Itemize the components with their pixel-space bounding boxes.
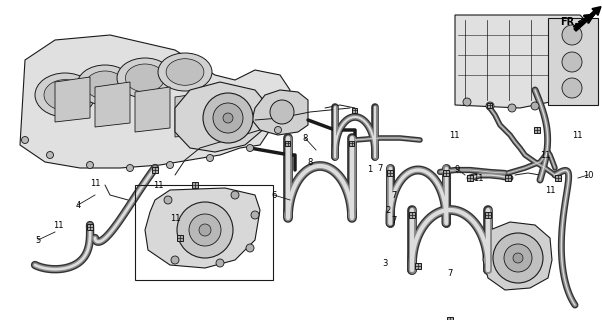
Circle shape	[270, 100, 294, 124]
Circle shape	[22, 137, 28, 143]
Circle shape	[206, 155, 214, 162]
Circle shape	[508, 104, 516, 112]
Text: 8: 8	[302, 133, 308, 142]
Text: 11: 11	[473, 173, 483, 182]
Circle shape	[223, 113, 233, 123]
Bar	[177, 235, 183, 241]
Bar	[387, 170, 393, 176]
Text: 11: 11	[90, 179, 101, 188]
Ellipse shape	[117, 58, 173, 98]
Text: FR.: FR.	[560, 17, 578, 27]
Polygon shape	[548, 18, 598, 105]
Circle shape	[513, 253, 523, 263]
Text: 7: 7	[447, 268, 453, 277]
Circle shape	[46, 151, 54, 158]
Circle shape	[231, 191, 239, 199]
Ellipse shape	[125, 64, 164, 92]
Circle shape	[275, 126, 282, 133]
Text: 8: 8	[307, 157, 312, 166]
Circle shape	[164, 196, 172, 204]
Circle shape	[562, 25, 582, 45]
Circle shape	[167, 162, 173, 169]
Circle shape	[246, 244, 254, 252]
Text: 11: 11	[572, 131, 582, 140]
Circle shape	[171, 256, 179, 264]
FancyArrow shape	[574, 7, 601, 31]
Text: 2: 2	[385, 205, 391, 214]
Circle shape	[251, 211, 259, 219]
Circle shape	[213, 103, 243, 133]
Bar	[555, 175, 560, 181]
Text: 11: 11	[170, 213, 180, 222]
Circle shape	[531, 102, 539, 110]
Bar	[534, 127, 540, 133]
Bar	[447, 317, 453, 320]
Bar	[135, 185, 273, 280]
Ellipse shape	[44, 80, 86, 110]
Circle shape	[189, 214, 221, 246]
Text: 3: 3	[382, 259, 388, 268]
Circle shape	[562, 78, 582, 98]
Bar	[488, 102, 492, 108]
Bar	[353, 108, 358, 113]
Polygon shape	[175, 82, 270, 152]
Bar	[285, 140, 291, 146]
Bar	[152, 167, 158, 173]
Bar	[409, 212, 415, 218]
Circle shape	[177, 202, 233, 258]
Circle shape	[216, 259, 224, 267]
Bar	[415, 263, 421, 269]
Text: 11: 11	[545, 186, 555, 195]
Polygon shape	[20, 35, 290, 168]
Bar	[192, 182, 197, 188]
Text: 7: 7	[377, 164, 383, 172]
Bar	[443, 170, 448, 176]
Text: 10: 10	[583, 171, 593, 180]
Text: 11: 11	[53, 220, 63, 229]
Circle shape	[504, 244, 532, 272]
Circle shape	[486, 102, 494, 110]
Text: 7: 7	[391, 215, 397, 225]
Circle shape	[246, 145, 253, 151]
Text: 11: 11	[540, 150, 550, 159]
Text: 1: 1	[367, 164, 373, 173]
Polygon shape	[55, 77, 90, 122]
Polygon shape	[483, 222, 552, 290]
Ellipse shape	[85, 71, 125, 99]
Bar	[467, 175, 473, 181]
Text: 5: 5	[36, 236, 40, 244]
Polygon shape	[175, 92, 210, 137]
Text: 4: 4	[75, 201, 81, 210]
Bar	[485, 212, 491, 218]
Text: 11: 11	[448, 131, 459, 140]
Circle shape	[562, 52, 582, 72]
Bar	[87, 224, 93, 230]
Text: 6: 6	[272, 190, 277, 199]
Bar	[350, 140, 355, 146]
Bar	[505, 175, 510, 181]
Circle shape	[199, 224, 211, 236]
Polygon shape	[95, 82, 130, 127]
Circle shape	[87, 162, 93, 169]
Text: 11: 11	[153, 180, 163, 189]
Polygon shape	[135, 87, 170, 132]
Polygon shape	[252, 90, 308, 135]
Polygon shape	[455, 15, 598, 108]
Text: 7: 7	[391, 190, 397, 199]
Circle shape	[463, 98, 471, 106]
Ellipse shape	[166, 59, 204, 85]
Polygon shape	[145, 188, 260, 268]
Circle shape	[203, 93, 253, 143]
Ellipse shape	[35, 73, 95, 117]
Text: 9: 9	[455, 164, 459, 173]
Ellipse shape	[77, 65, 133, 105]
Ellipse shape	[158, 53, 212, 91]
Polygon shape	[578, 10, 598, 22]
Circle shape	[126, 164, 134, 172]
Circle shape	[493, 233, 543, 283]
